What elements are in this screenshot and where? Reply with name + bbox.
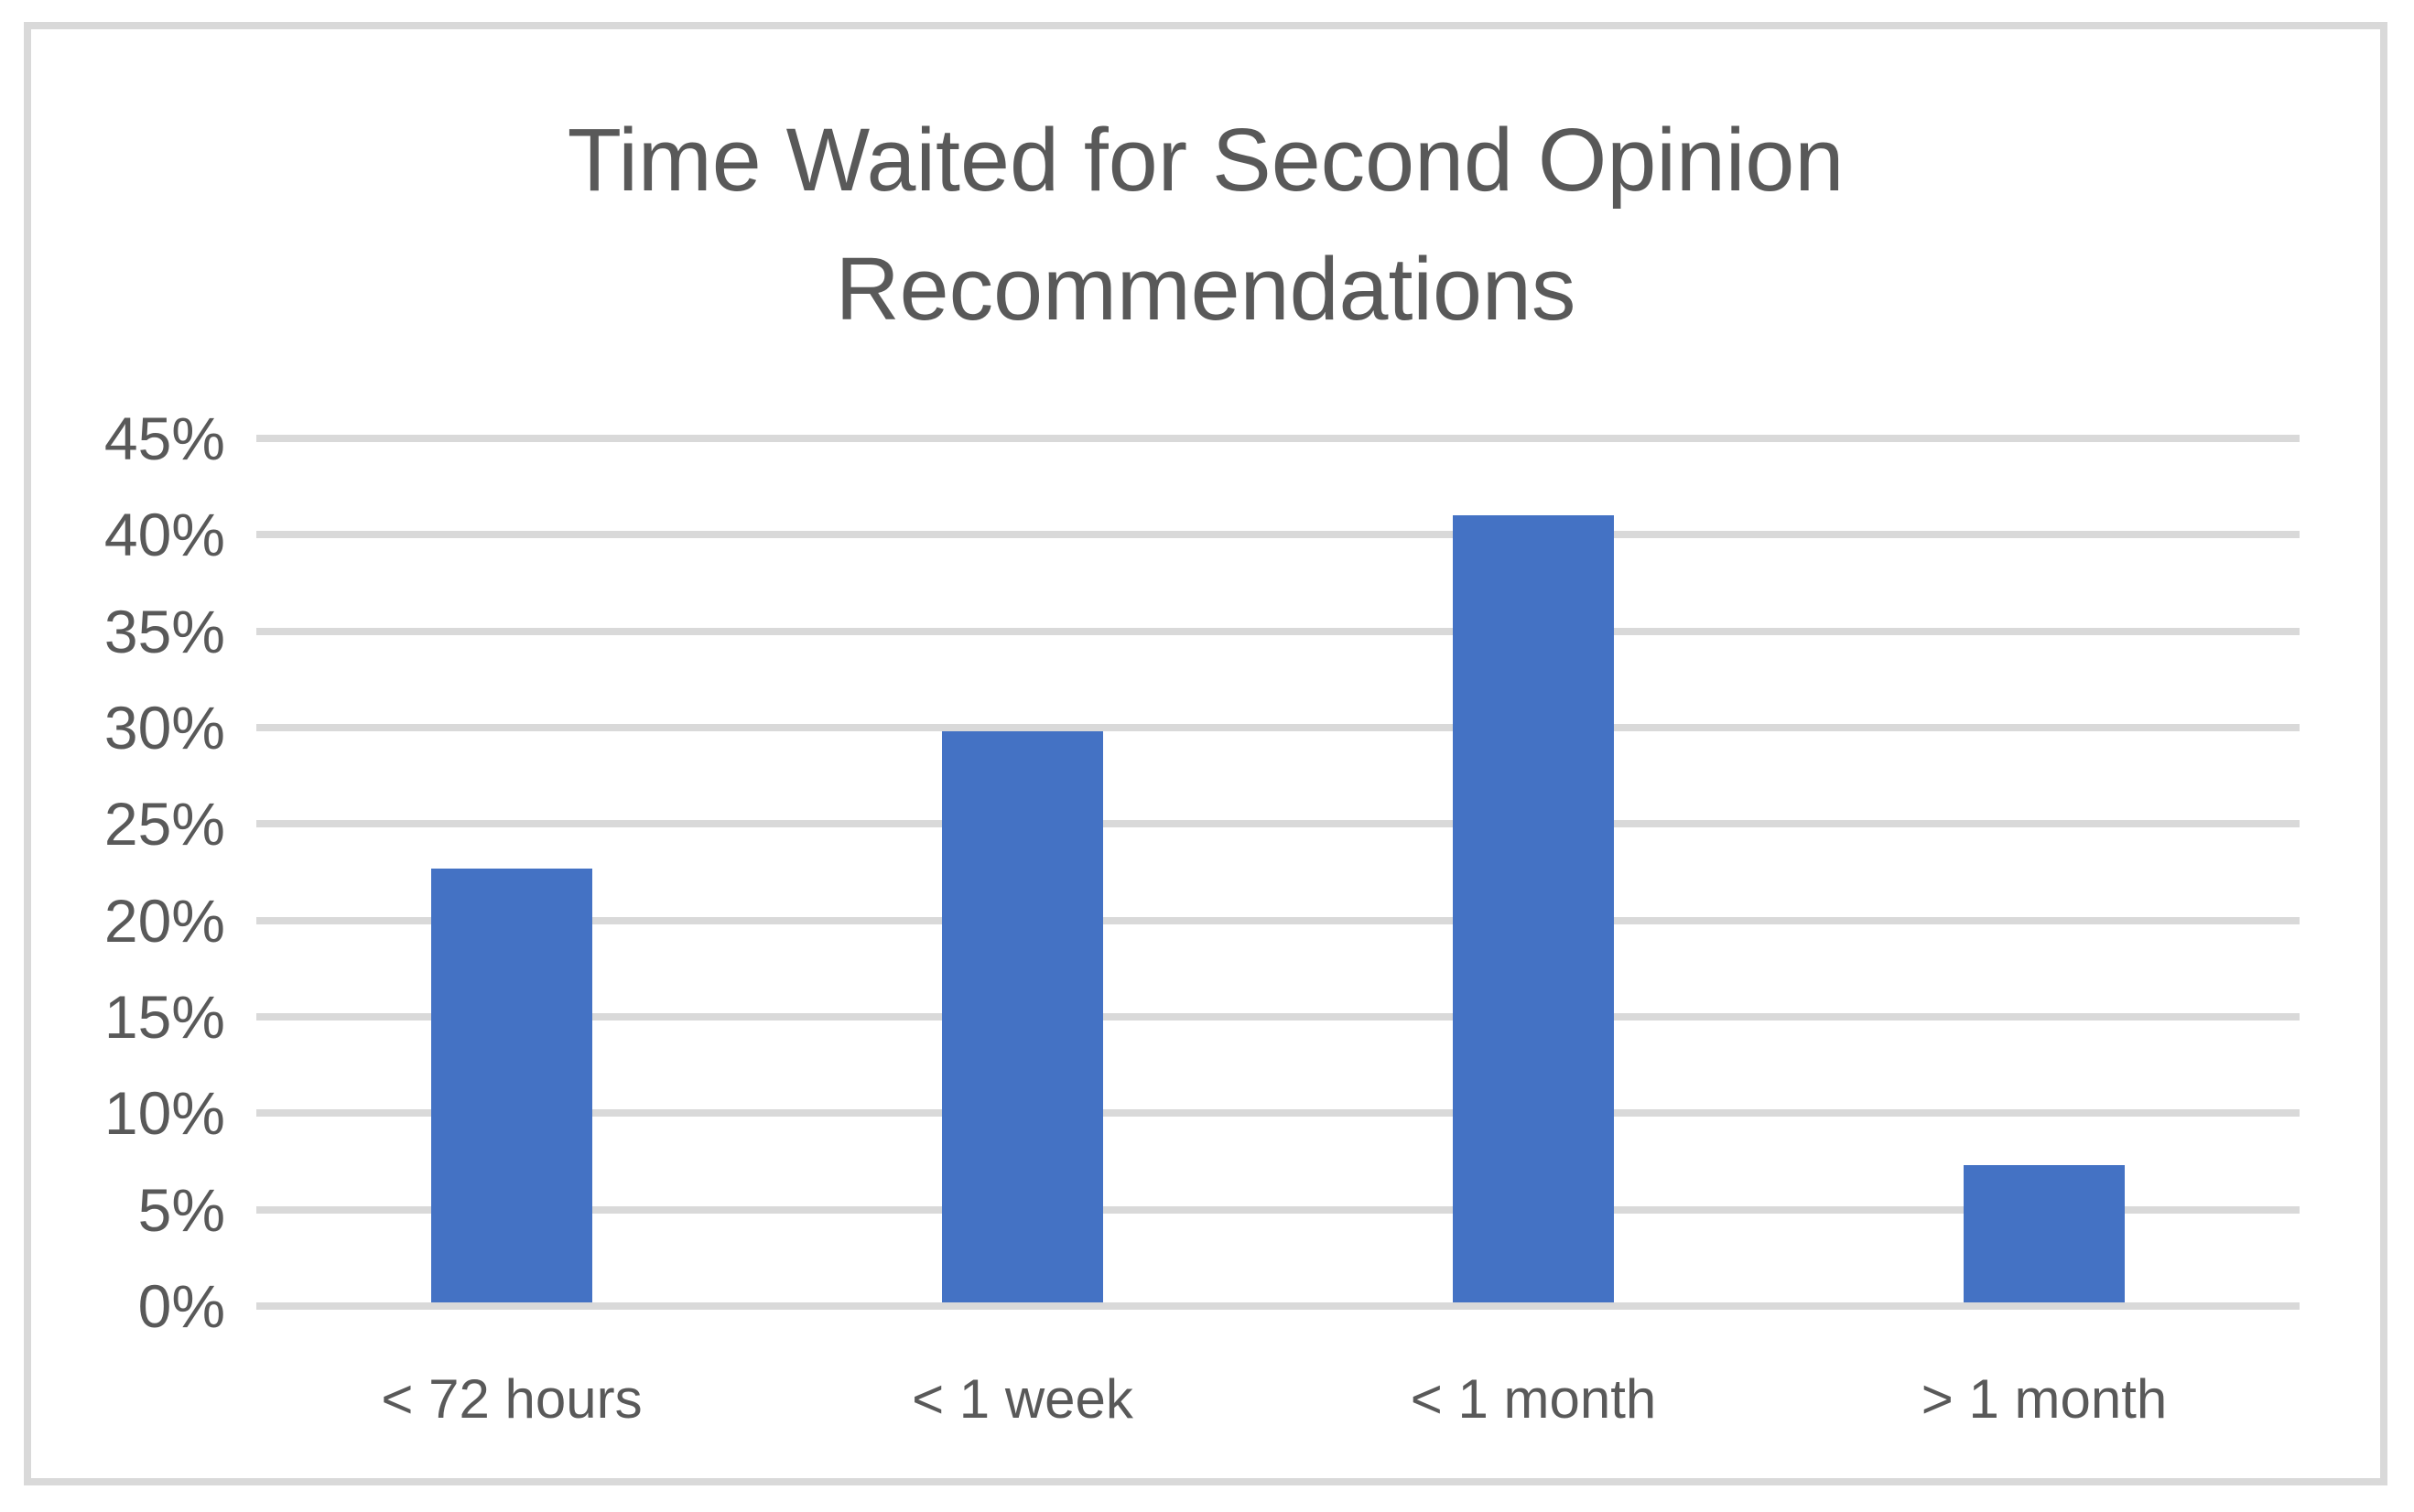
y-axis-tick-label: 45%	[103, 405, 225, 472]
gridline	[256, 1302, 2300, 1310]
y-axis-tick-label: 5%	[137, 1175, 225, 1244]
gridline	[256, 1205, 2300, 1214]
gridline	[256, 1109, 2300, 1118]
gridline	[256, 724, 2300, 731]
x-axis-category-label: < 72 hours	[381, 1368, 643, 1430]
chart-title: Time Waited for Second Opinion Recommend…	[31, 95, 2380, 353]
x-axis-category-label: < 1 month	[1410, 1368, 1657, 1430]
x-axis-category-label: > 1 month	[1921, 1368, 2168, 1430]
chart-title-line-2: Recommendations	[835, 239, 1576, 339]
gridline	[256, 435, 2300, 442]
bar	[1964, 1165, 2125, 1302]
chart-title-line-1: Time Waited for Second Opinion	[567, 110, 1845, 210]
y-axis-tick-label: 0%	[137, 1272, 225, 1340]
y-axis-tick-label: 40%	[103, 501, 225, 569]
bar	[942, 731, 1103, 1302]
x-axis-category-label: < 1 week	[912, 1368, 1133, 1430]
y-axis-tick-label: 20%	[103, 886, 225, 955]
gridline	[256, 1013, 2300, 1021]
y-axis-tick-label: 10%	[103, 1079, 225, 1148]
y-axis-tick-label: 25%	[103, 790, 225, 859]
plot-area	[256, 435, 2300, 1310]
bar	[1453, 515, 1614, 1302]
y-axis-tick-label: 30%	[103, 694, 225, 761]
y-axis-tick-label: 35%	[103, 597, 225, 665]
chart-figure: Time Waited for Second Opinion Recommend…	[24, 22, 2387, 1485]
gridline	[256, 627, 2300, 635]
gridline	[256, 820, 2300, 828]
bar	[431, 869, 592, 1302]
y-axis-tick-label: 15%	[103, 983, 225, 1051]
gridline	[256, 531, 2300, 539]
gridline	[256, 916, 2300, 924]
